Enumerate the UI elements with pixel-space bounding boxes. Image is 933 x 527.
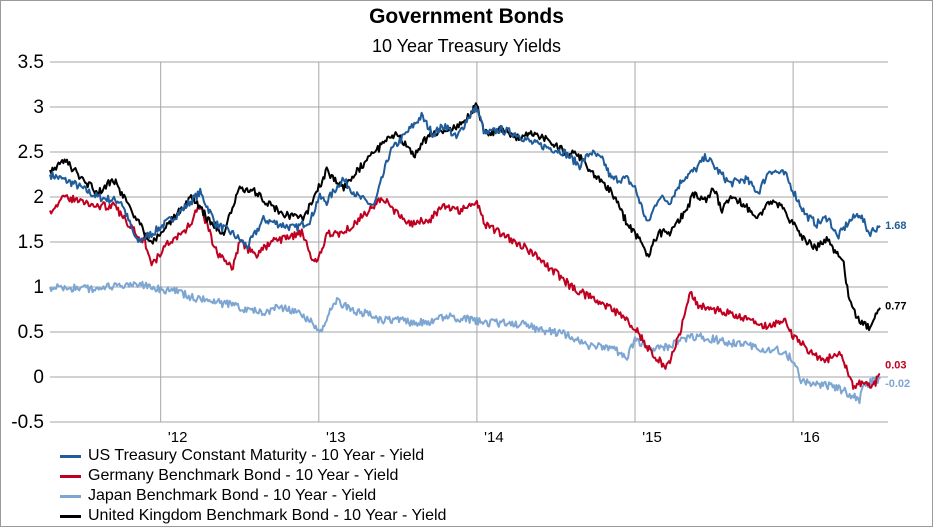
legend-item: Japan Benchmark Bond - 10 Year - Yield xyxy=(60,486,446,506)
legend-label: US Treasury Constant Maturity - 10 Year … xyxy=(88,447,425,464)
end-value-label: 1.68 xyxy=(885,220,906,232)
end-value-label: 0.03 xyxy=(885,359,906,371)
x-tick-label: '13 xyxy=(326,429,346,446)
series-lines xyxy=(49,102,881,405)
y-tick-label: 3 xyxy=(33,97,44,118)
x-tick-label: '16 xyxy=(800,429,820,446)
y-tick-label: 2 xyxy=(33,187,44,208)
legend-swatch xyxy=(60,474,81,478)
x-tick-label: '14 xyxy=(484,429,504,446)
series-line xyxy=(49,104,881,250)
legend-swatch xyxy=(60,494,81,498)
y-tick-label: 0 xyxy=(33,367,44,388)
legend-item: US Treasury Constant Maturity - 10 Year … xyxy=(60,446,446,466)
y-tick-label: -0.5 xyxy=(11,412,44,433)
legend-swatch xyxy=(60,514,81,518)
x-tick-label: '12 xyxy=(168,429,188,446)
legend-item: Germany Benchmark Bond - 10 Year - Yield xyxy=(60,466,446,486)
y-tick-label: 1 xyxy=(33,277,44,298)
y-tick-label: 1.5 xyxy=(18,232,44,253)
legend-label: United Kingdom Benchmark Bond - 10 Year … xyxy=(88,507,447,524)
series-line xyxy=(49,194,881,390)
x-tick-label: '15 xyxy=(642,429,662,446)
y-tick-label: 0.5 xyxy=(18,322,44,343)
series-line xyxy=(49,280,881,405)
legend: US Treasury Constant Maturity - 10 Year … xyxy=(60,446,446,526)
legend-label: Japan Benchmark Bond - 10 Year - Yield xyxy=(88,487,377,504)
end-value-labels: 1.68 0.03 -0.02 0.77 xyxy=(885,220,910,390)
y-tick-label: 2.5 xyxy=(18,142,44,163)
y-tick-label: 3.5 xyxy=(18,52,44,73)
legend-label: Germany Benchmark Bond - 10 Year - Yield xyxy=(88,467,399,484)
gridlines xyxy=(50,61,888,423)
legend-item: United Kingdom Benchmark Bond - 10 Year … xyxy=(60,506,446,526)
end-value-label: -0.02 xyxy=(885,378,910,390)
chart-title: Government Bonds xyxy=(369,5,564,28)
x-axis-ticks: '12 '13 '14 '15 '16 xyxy=(168,429,820,446)
series-line xyxy=(49,102,881,332)
chart-subtitle: 10 Year Treasury Yields xyxy=(371,36,562,56)
y-axis-ticks: -0.5 0 0.5 1 1.5 2 2.5 3 3.5 xyxy=(11,52,44,433)
end-value-label: 0.77 xyxy=(885,301,906,313)
legend-swatch xyxy=(60,454,81,458)
